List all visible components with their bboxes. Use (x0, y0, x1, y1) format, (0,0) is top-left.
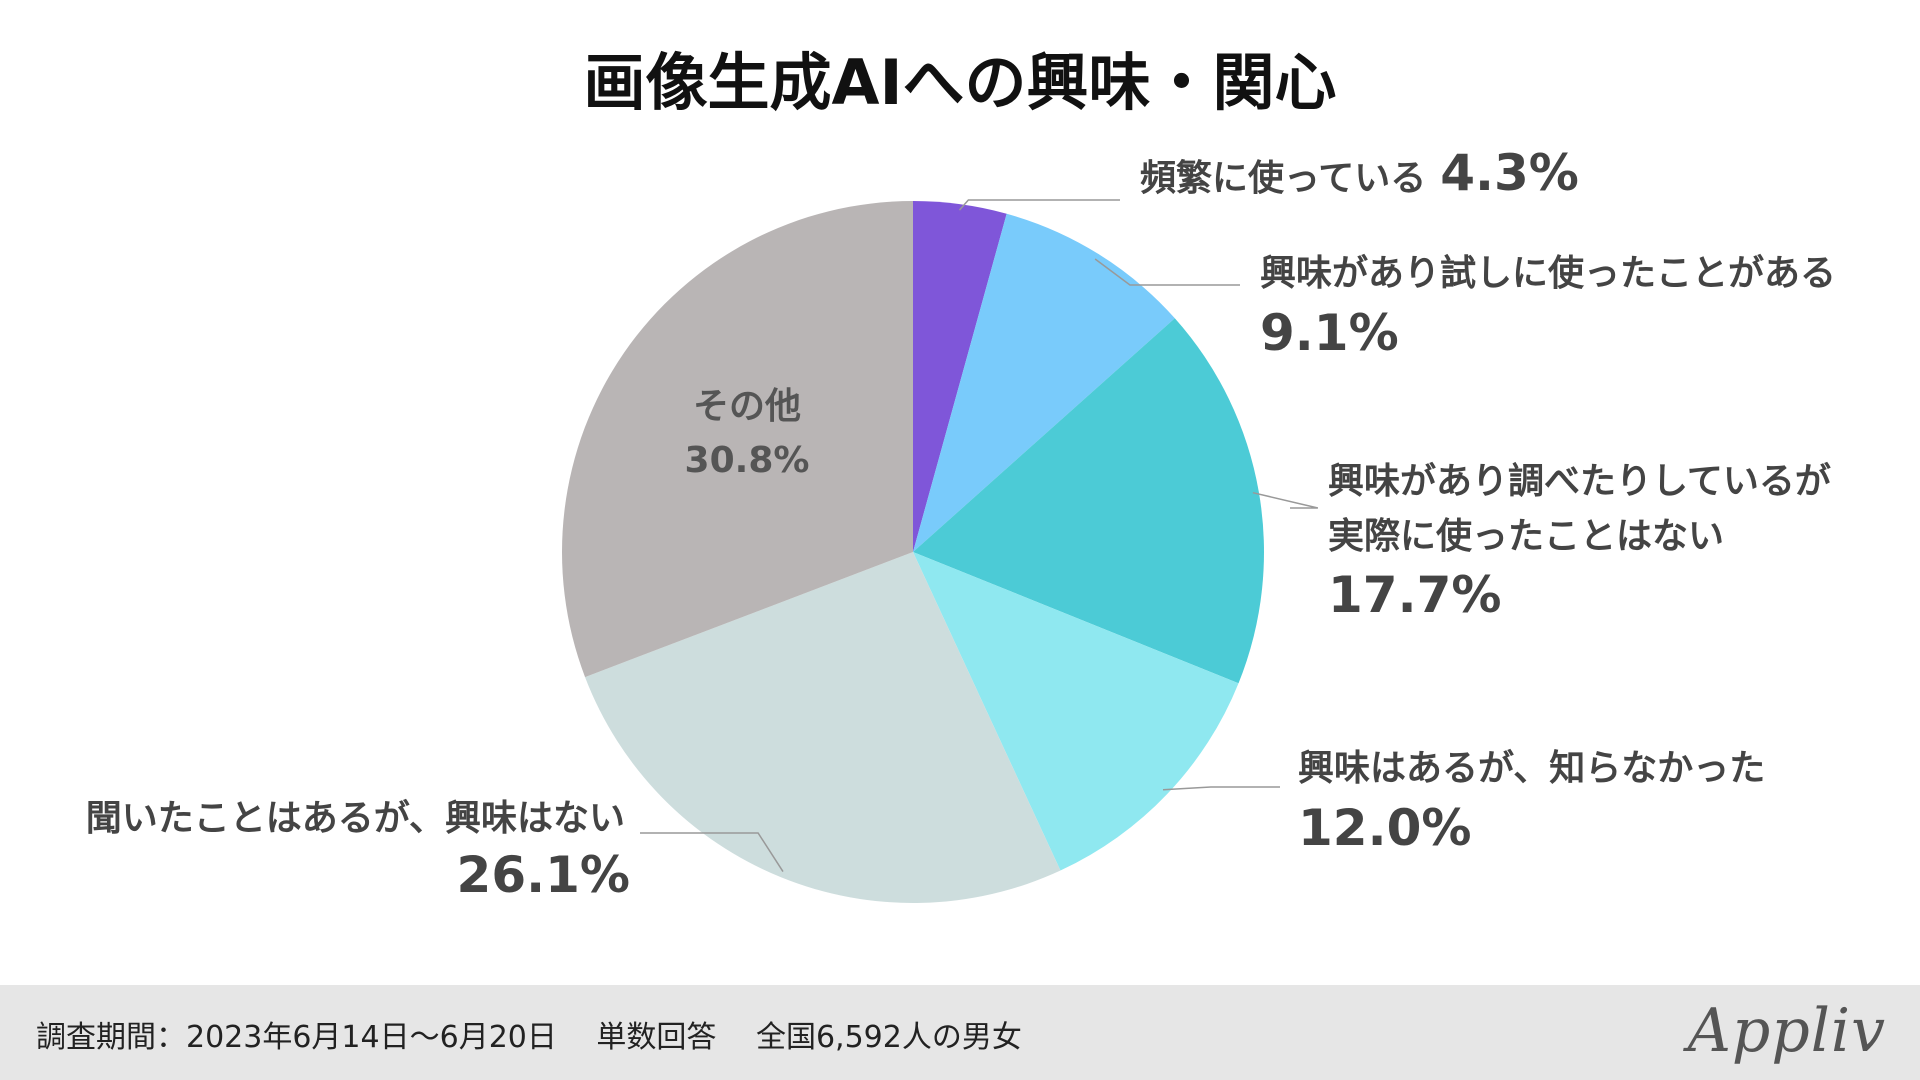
slice-category-label: その他 (693, 386, 801, 427)
slice-category-label: 興味があり試しに使ったことがある (1260, 253, 1836, 294)
leader-line (958, 199, 1120, 211)
slice-label: 頻繁に使っている 4.3% (1140, 144, 1579, 202)
pie-slice (913, 201, 1007, 552)
slice-category-label: 実際に使ったことはない (1328, 516, 1724, 557)
slice-value-label: 17.7% (1328, 566, 1501, 624)
pie-slice (913, 318, 1265, 684)
slice-category-label: 興味があり調べたりしているが (1328, 461, 1831, 502)
slice-value-label: 12.0% (1298, 799, 1471, 857)
slice-value-label: 9.1% (1260, 304, 1399, 362)
leader-line (1094, 258, 1240, 286)
leader-line (1162, 786, 1280, 791)
slice-category-label: 興味はあるが、知らなかった (1298, 748, 1765, 789)
pie-slice (585, 552, 1061, 903)
chart-title: 画像生成AIへの興味・関心 (583, 46, 1336, 119)
pie-slice (913, 552, 1239, 871)
pie-slice (913, 213, 1175, 553)
pie-slice (562, 201, 913, 678)
brand-logo: Appliv (1687, 996, 1886, 1066)
survey-info: 調査期間：2023年6月14日〜6月20日 単数回答 全国6,592人の男女 (36, 1020, 1022, 1055)
slice-labels: 頻繁に使っている 4.3% 興味があり試しに使ったことがある 9.1% 興味があり調べた… (86, 144, 1836, 904)
pie-slices (562, 201, 1265, 903)
leader-lines (640, 199, 1319, 872)
slice-value-label: 30.8% (685, 440, 810, 481)
slice-value-label: 26.1% (457, 846, 630, 904)
footer-bar (0, 985, 1920, 1080)
slice-category-label: 聞いたことはあるが、興味はない (86, 798, 625, 839)
leader-line (640, 832, 784, 872)
leader-line (1252, 491, 1319, 509)
